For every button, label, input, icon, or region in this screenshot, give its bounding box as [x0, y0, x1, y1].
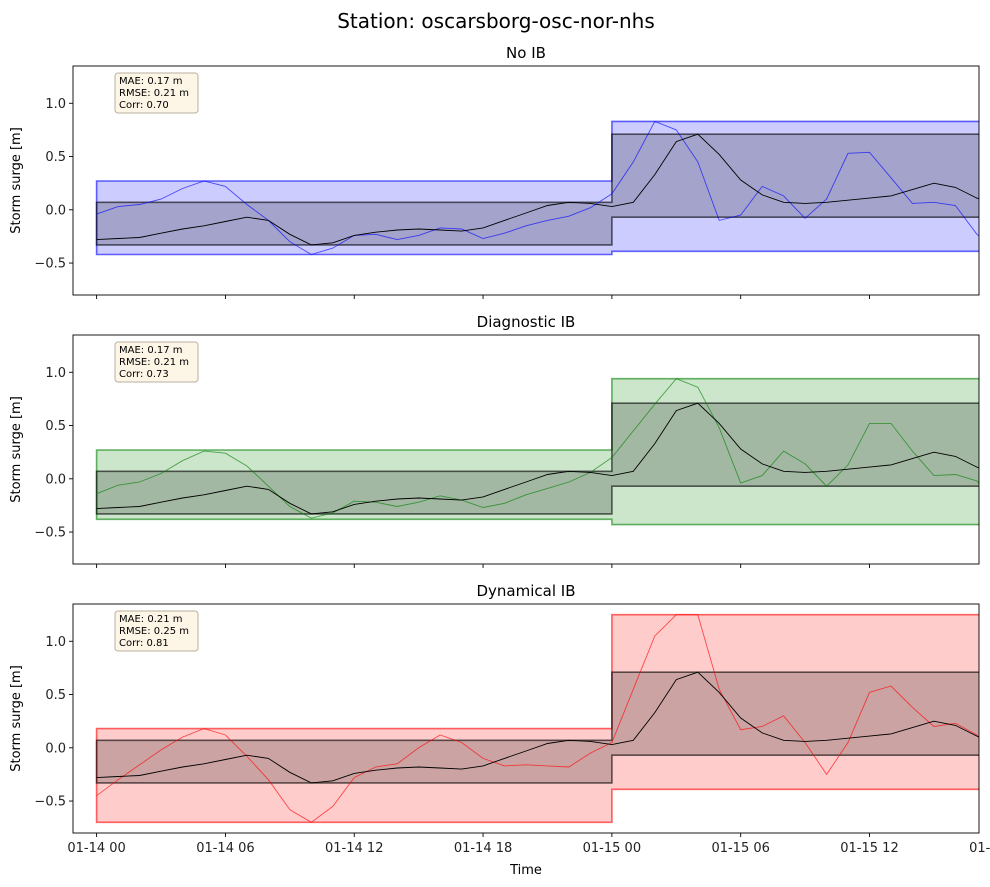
stats-box [114, 341, 199, 383]
stats-text: Corr: 0.70 [119, 100, 169, 111]
y-tick-label: 0.0 [45, 203, 66, 218]
observed-band [95, 402, 979, 515]
axes-frame [72, 334, 980, 565]
y-tick-label: 1.0 [45, 366, 66, 381]
y-tick-label: −0.5 [34, 257, 66, 272]
axes-frame [72, 65, 980, 296]
plot-area [95, 613, 979, 824]
stats-text: RMSE: 0.25 m [119, 626, 189, 637]
panel-title: Diagnostic IB [477, 313, 576, 331]
x-tick-label: 01-14 00 [67, 841, 125, 856]
y-tick-label: 1.0 [45, 97, 66, 112]
observed-band [95, 133, 979, 246]
panel-title: No IB [506, 44, 546, 62]
y-axis-label: Storm surge [m] [9, 665, 24, 772]
y-axis-label: Storm surge [m] [9, 127, 24, 234]
panel-title: Dynamical IB [477, 582, 576, 600]
stats-box [114, 610, 199, 652]
x-tick-label: 01-15 12 [840, 841, 898, 856]
model-series-line [96, 378, 979, 519]
y-axis-label: Storm surge [m] [9, 396, 24, 503]
x-tick-label: 01-14 06 [196, 841, 254, 856]
x-tick-label: 01-15 18 [969, 841, 990, 856]
panels: −0.5 0.0 0.5 1.0 No IB Storm surge [m] MAE: 0.… [9, 44, 990, 856]
x-tick-label: 01-15 00 [583, 841, 641, 856]
stats-text: Corr: 0.81 [119, 638, 169, 649]
stats-text: MAE: 0.17 m [119, 76, 183, 87]
stats-text: Corr: 0.73 [119, 369, 169, 380]
stats-text: MAE: 0.21 m [119, 614, 183, 625]
y-tick-label: 0.5 [45, 150, 66, 165]
stats-box [114, 72, 199, 114]
x-tick-label: 01-14 18 [454, 841, 512, 856]
y-tick-label: 1.0 [45, 635, 66, 650]
plot-area [95, 120, 979, 256]
observed-series-line [96, 402, 979, 515]
stats-text: RMSE: 0.21 m [119, 357, 189, 368]
chart-panel: −0.5 0.0 0.5 1.0 Diagnostic IB Storm surge [m… [9, 313, 980, 568]
y-tick-label: 0.0 [45, 472, 66, 487]
y-tick-label: 0.5 [45, 688, 66, 703]
plot-area [95, 377, 979, 526]
y-tick-label: −0.5 [34, 795, 66, 810]
stats-text: RMSE: 0.21 m [119, 88, 189, 99]
x-tick-label: 01-14 12 [325, 841, 383, 856]
x-axis-label: Time [509, 863, 542, 878]
observed-series-line [96, 133, 979, 246]
chart-panel: −0.5 0.0 0.5 1.0 01-14 00 01-14 06 01-14 12 01-… [9, 582, 990, 856]
y-tick-label: 0.5 [45, 419, 66, 434]
x-tick-label: 01-15 06 [711, 841, 769, 856]
chart-panel: −0.5 0.0 0.5 1.0 No IB Storm surge [m] MAE: 0.… [9, 44, 980, 299]
observed-band [95, 671, 979, 784]
axes-frame [72, 603, 980, 834]
observed-series-line [96, 671, 979, 784]
stats-text: MAE: 0.17 m [119, 345, 183, 356]
y-tick-label: 0.0 [45, 741, 66, 756]
figure-title: Station: oscarsborg-osc-nor-nhs [337, 9, 655, 33]
y-tick-label: −0.5 [34, 526, 66, 541]
model-series-line [96, 614, 979, 823]
